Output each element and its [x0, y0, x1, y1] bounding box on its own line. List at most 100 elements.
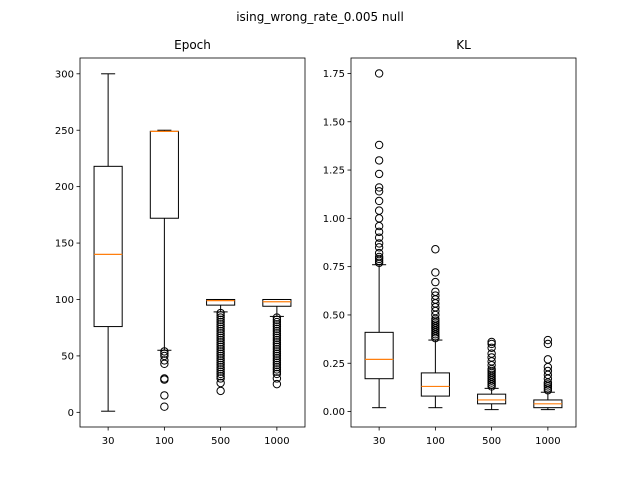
y-tick-label: 200 — [55, 182, 74, 193]
y-tick-label: 0.50 — [323, 311, 345, 322]
outlier-point — [272, 367, 282, 376]
outlier-point — [374, 233, 384, 242]
y-tick-label: 0 — [68, 408, 74, 419]
x-tick-label: 1000 — [535, 436, 560, 447]
y-tick-label: 150 — [55, 239, 74, 250]
outlier-point — [431, 287, 440, 296]
box-epoch-100 — [149, 129, 179, 411]
y-tick-label: 0.00 — [323, 407, 345, 418]
outlier-point — [543, 366, 553, 376]
box-epoch-500 — [206, 298, 236, 396]
outlier-point — [374, 196, 384, 206]
outlier-point — [374, 227, 384, 237]
outlier-point — [374, 69, 384, 78]
outlier-point — [216, 342, 225, 352]
outlier-point — [160, 391, 169, 400]
outlier-point — [216, 308, 225, 318]
outlier-point — [216, 320, 225, 329]
box-epoch-1000 — [262, 298, 292, 389]
box-kl-1000 — [533, 335, 563, 411]
y-tick-label: 0.75 — [323, 262, 345, 273]
axes-frame — [350, 57, 577, 428]
outlier-point — [374, 252, 384, 262]
y-tick-label: 0.25 — [323, 359, 345, 370]
outlier-point — [272, 331, 282, 340]
outlier-point — [216, 349, 225, 358]
iqr-box — [420, 372, 450, 397]
outlier-point — [487, 337, 496, 347]
x-tick-label: 1000 — [264, 436, 289, 447]
outlier-point — [374, 243, 384, 252]
outlier-point — [216, 338, 225, 347]
axes-frame — [79, 57, 306, 428]
outlier-point — [431, 268, 440, 277]
outlier-point — [216, 326, 225, 336]
outlier-point — [374, 169, 384, 179]
outlier-point — [272, 358, 282, 367]
outlier-point — [160, 356, 169, 365]
outlier-point — [272, 315, 282, 324]
outlier-point — [216, 322, 225, 331]
outlier-point — [160, 349, 169, 358]
outlier-point — [272, 342, 282, 352]
y-tick-label: 1.75 — [323, 69, 345, 80]
panel-title-kl: KL — [456, 38, 471, 52]
outlier-point — [374, 183, 384, 192]
y-tick-label: 1.25 — [323, 166, 345, 177]
outlier-point — [272, 329, 282, 338]
outlier-point — [272, 349, 282, 358]
outlier-point — [272, 324, 282, 334]
outlier-point — [487, 349, 496, 358]
outlier-point — [272, 360, 282, 370]
outlier-point — [216, 369, 225, 379]
outlier-point — [272, 317, 282, 327]
outlier-point — [216, 351, 225, 361]
outlier-point — [374, 248, 384, 258]
outlier-point — [272, 322, 282, 331]
outlier-point — [272, 333, 282, 343]
outlier-point — [374, 156, 384, 165]
iqr-box — [262, 298, 292, 307]
box-kl-100 — [420, 245, 450, 409]
iqr-box — [364, 331, 394, 380]
outlier-point — [216, 365, 225, 374]
y-tick-label: 50 — [61, 352, 74, 363]
outlier-point — [374, 140, 384, 150]
outlier-point — [216, 340, 225, 349]
outlier-point — [272, 351, 282, 361]
outlier-point — [272, 320, 282, 329]
outlier-point — [272, 369, 282, 379]
box-kl-500 — [477, 337, 507, 411]
outlier-point — [543, 355, 553, 364]
outlier-point — [216, 367, 225, 376]
outlier-point — [216, 362, 225, 372]
outlier-point — [160, 347, 169, 356]
outlier-point — [272, 356, 282, 365]
outlier-point — [272, 313, 282, 322]
outlier-point — [216, 360, 225, 370]
outlier-point — [216, 315, 225, 324]
iqr-box — [206, 298, 236, 306]
y-tick-label: 300 — [55, 69, 74, 80]
outlier-point — [272, 374, 282, 383]
outlier-point — [216, 353, 225, 363]
outlier-point — [543, 339, 553, 349]
outlier-point — [272, 338, 282, 347]
y-tick-label: 250 — [55, 126, 74, 137]
x-tick-label: 30 — [373, 436, 386, 447]
x-tick-label: 500 — [482, 436, 501, 447]
outlier-point — [431, 245, 440, 254]
outlier-point — [272, 347, 282, 356]
outlier-point — [216, 372, 225, 381]
outlier-point — [272, 326, 282, 336]
iqr-box — [93, 165, 123, 328]
outlier-point — [374, 187, 384, 196]
outlier-point — [160, 375, 169, 384]
outlier-point — [216, 313, 225, 322]
x-tick-label: 100 — [426, 436, 445, 447]
outlier-point — [487, 343, 496, 352]
outlier-point — [374, 239, 384, 248]
outlier-point — [431, 291, 440, 300]
outlier-point — [216, 374, 225, 383]
